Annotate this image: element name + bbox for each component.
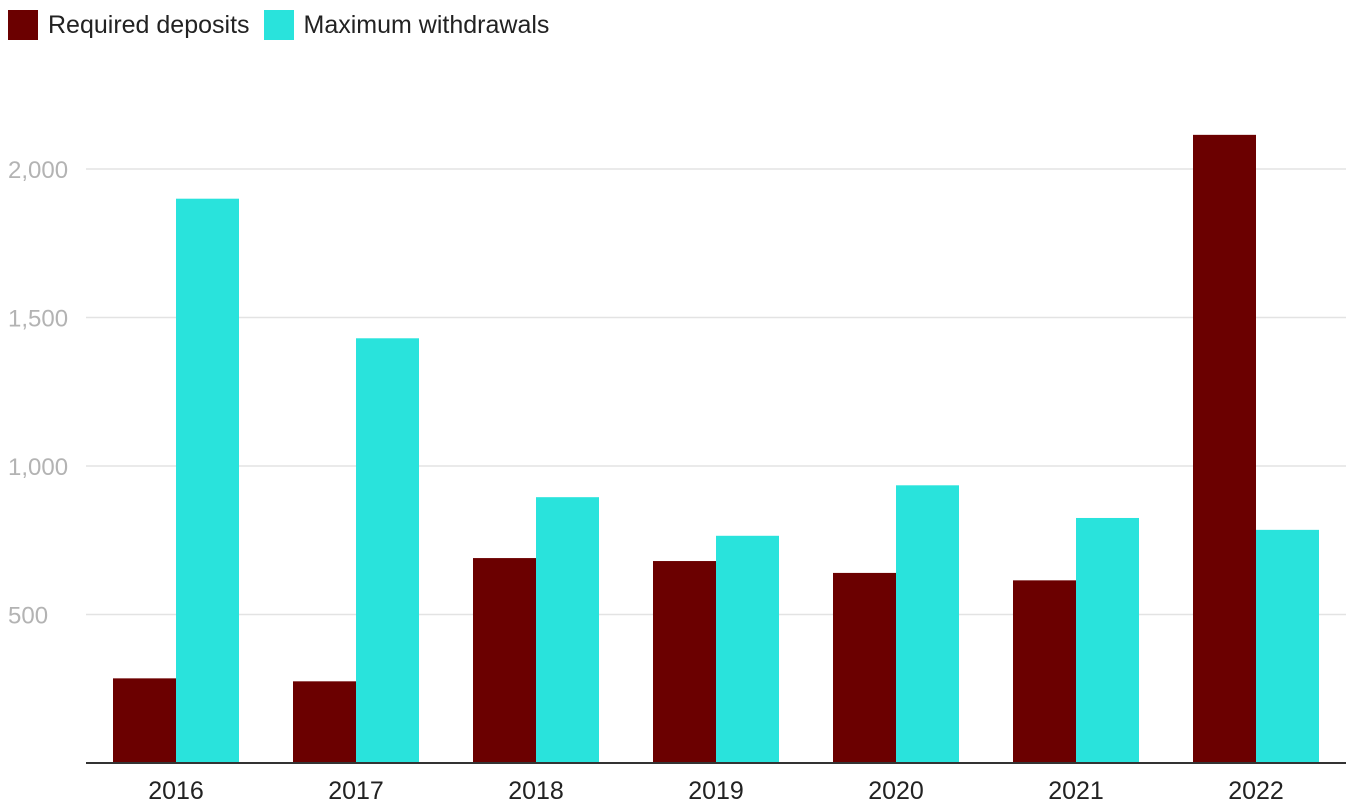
y-tick-label-1000: 1,000 [8, 454, 68, 481]
bar-maximum-withdrawals-2016 [176, 198, 239, 763]
x-tick-label-2016: 2016 [148, 777, 204, 805]
x-tick-label-2017: 2017 [328, 777, 384, 805]
bar-maximum-withdrawals-2021 [1076, 517, 1139, 763]
bar-required-deposits-2022 [1193, 134, 1256, 764]
x-tick-label-2018: 2018 [508, 777, 564, 805]
bar-required-deposits-2018 [473, 558, 536, 763]
bar-maximum-withdrawals-2020 [896, 485, 959, 763]
legend-label-required-deposits: Required deposits [48, 10, 250, 39]
bar-maximum-withdrawals-2022 [1256, 529, 1319, 763]
x-tick-label-2021: 2021 [1048, 777, 1104, 805]
y-tick-label-1500: 1,500 [8, 306, 68, 333]
y-tick-label-500: 500 [8, 603, 48, 630]
x-tick-label-2020: 2020 [868, 777, 924, 805]
bar-required-deposits-2019 [653, 561, 716, 763]
bar-maximum-withdrawals-2018 [536, 497, 599, 763]
bar-required-deposits-2020 [833, 572, 896, 763]
legend-item-required-deposits: Required deposits [8, 10, 250, 40]
bar-required-deposits-2017 [293, 681, 356, 763]
bar-required-deposits-2016 [113, 678, 176, 763]
bar-maximum-withdrawals-2019 [716, 535, 779, 763]
x-tick-label-2019: 2019 [688, 777, 744, 805]
legend-item-maximum-withdrawals: Maximum withdrawals [263, 10, 550, 40]
legend-label-maximum-withdrawals: Maximum withdrawals [303, 10, 550, 39]
legend-swatch-required-deposits [8, 10, 38, 40]
legend-swatch-maximum-withdrawals [263, 10, 294, 40]
y-tick-label-2000: 2,000 [8, 157, 68, 184]
chart-legend: Required deposits Maximum withdrawals [8, 8, 563, 42]
bar-required-deposits-2021 [1013, 580, 1076, 763]
bar-maximum-withdrawals-2017 [356, 338, 419, 763]
x-tick-label-2022: 2022 [1228, 777, 1284, 805]
